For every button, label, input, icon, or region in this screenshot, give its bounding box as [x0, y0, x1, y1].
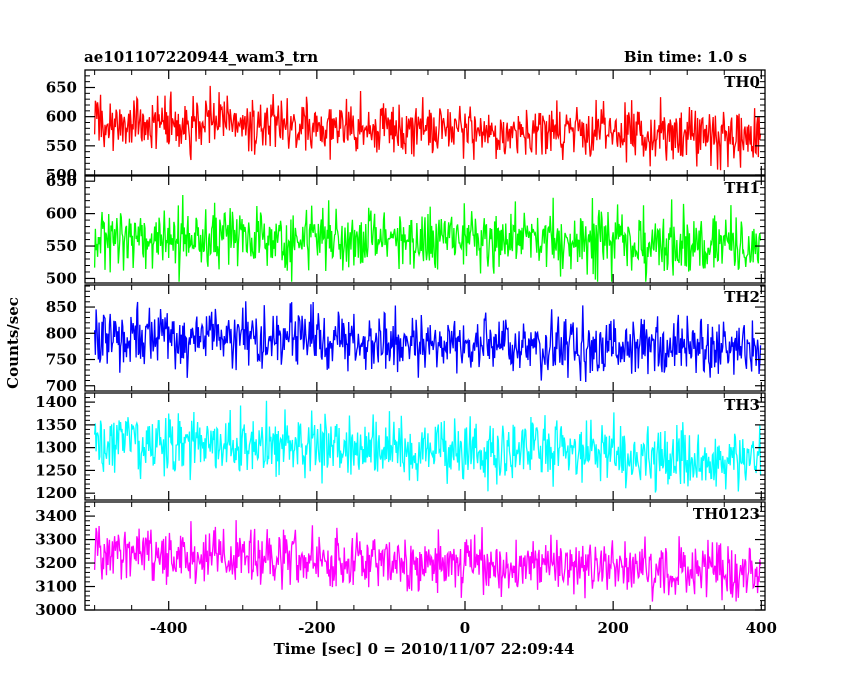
series-line-th0123	[93, 520, 762, 602]
y-tick-label: 850	[46, 298, 77, 316]
series-line-th2	[93, 301, 762, 383]
y-tick-label: 700	[46, 377, 77, 395]
y-tick-label: 750	[46, 351, 77, 369]
panel-frame	[84, 501, 766, 611]
panel-frame	[84, 175, 766, 284]
y-tick-label: 1250	[35, 461, 77, 479]
panel-label-th3: TH3	[724, 396, 760, 414]
y-axis-label: Counts/sec	[4, 297, 22, 389]
y-tick-label: 3100	[35, 578, 77, 596]
panel-th2: 700 750 800 850 TH2	[46, 284, 766, 395]
y-tick-label: 3300	[35, 531, 77, 549]
y-tick-label: 500	[46, 166, 77, 184]
x-tick-label: 400	[746, 619, 777, 637]
x-tick-label: -400	[150, 619, 188, 637]
y-tick-label: 550	[46, 137, 77, 155]
y-tick-label: 3200	[35, 554, 77, 572]
y-tick-label: 550	[46, 237, 77, 255]
y-tick-label: 650	[46, 79, 77, 97]
y-tick-label: 600	[46, 205, 77, 223]
y-tick-label: 1400	[35, 393, 77, 411]
panel-th0: 500 550 600 650 TH0	[46, 69, 766, 184]
y-tick-label: 600	[46, 108, 77, 126]
panel-label-th1: TH1	[724, 179, 760, 197]
y-tick-label: 1200	[35, 484, 77, 502]
y-tick-label: 3400	[35, 507, 77, 525]
panel-label-th2: TH2	[724, 288, 760, 306]
y-tick-label: 3000	[35, 601, 77, 619]
panel-th0123: 3000 3100 3200 3300 3400 TH0123	[35, 501, 766, 619]
x-axis-label: Time [sec] 0 = 2010/11/07 22:09:44	[274, 640, 575, 658]
x-tick-label: -200	[298, 619, 336, 637]
panel-th1: 500 550 600 650 TH1	[46, 172, 766, 287]
y-tick-label: 1350	[35, 416, 77, 434]
panel-label-th0123: TH0123	[693, 505, 760, 523]
x-tick-label: 0	[460, 619, 470, 637]
chart-title-left: ae101107220944_wam3_trn	[84, 48, 318, 66]
y-tick-label: 800	[46, 324, 77, 342]
series-line-th3	[93, 400, 762, 493]
x-tick-label: 200	[597, 619, 628, 637]
series-line-th1	[93, 195, 762, 282]
y-tick-label: 1300	[35, 439, 77, 457]
panel-frame	[84, 392, 766, 501]
panel-frame	[84, 284, 766, 392]
chart-title-right: Bin time: 1.0 s	[624, 48, 747, 66]
panel-label-th0: TH0	[724, 73, 760, 91]
y-tick-label: 650	[46, 172, 77, 190]
series-line-th0	[93, 85, 762, 171]
y-tick-label: 500	[46, 269, 77, 287]
panel-th3: 1200 1250 1300 1350 1400 TH3	[35, 392, 766, 502]
